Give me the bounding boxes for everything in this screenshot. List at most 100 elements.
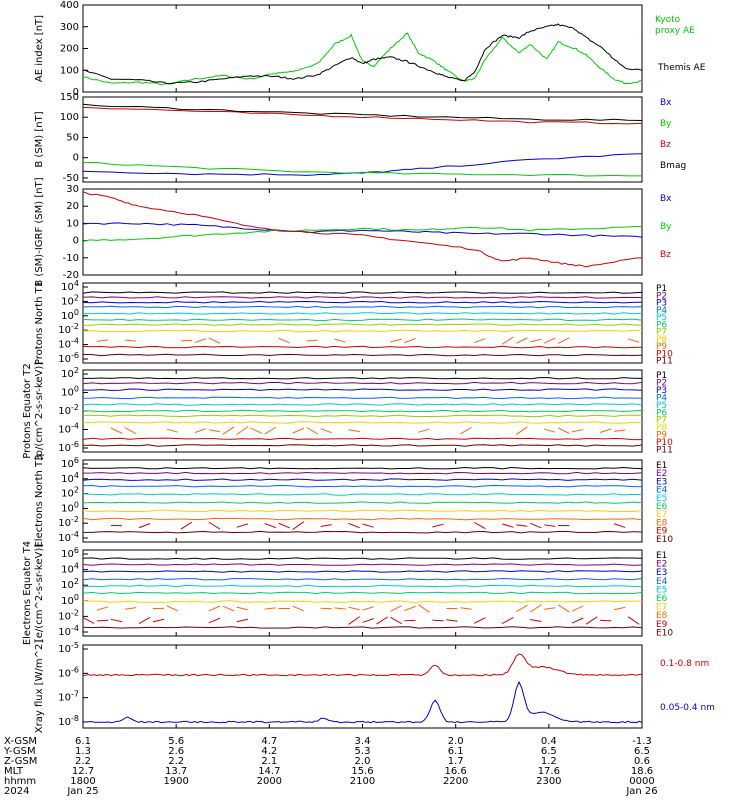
- flux-segment: [390, 338, 402, 343]
- flux-segment: [320, 428, 332, 434]
- flux-channel-2: [82, 471, 643, 475]
- legend-e5: E5: [656, 585, 667, 595]
- legend-blue: 0.05-0.4 nm: [660, 703, 715, 713]
- y-tick-label: 0: [73, 236, 79, 247]
- flux-segment: [474, 338, 486, 344]
- legend-e1: E1: [656, 461, 667, 471]
- flux-channel-11: [82, 353, 643, 357]
- panel-frame-pn: [82, 282, 643, 364]
- eph-value: 16.6: [445, 766, 467, 777]
- flux-segment: [571, 617, 584, 624]
- flux-segment: [138, 616, 151, 625]
- legend-bz: Bz: [660, 140, 671, 150]
- flux-segment: [515, 426, 528, 435]
- y-tick-label: 106: [61, 456, 79, 470]
- flux-segment: [222, 426, 235, 435]
- y-axis-unit: [e/(cm^2-s-sr-keV)]: [34, 544, 45, 642]
- flux-channel-6: [82, 318, 643, 322]
- legend-bx: Bx: [660, 194, 672, 204]
- eph-value: 4.2: [261, 746, 277, 757]
- flux-channel-8: [82, 329, 642, 333]
- flux-segment: [474, 522, 486, 530]
- eph-date-end: Jan 26: [625, 786, 657, 797]
- flux-segment: [180, 521, 193, 530]
- y-tick-label: 102: [61, 577, 79, 591]
- y-axis-label: AE index [nT]: [34, 15, 45, 82]
- flux-segment: [110, 427, 123, 434]
- eph-value: 4.7: [261, 736, 277, 747]
- flux-channel-3: [82, 300, 643, 304]
- legend-p6: P6: [656, 408, 667, 418]
- legend-p1: P1: [656, 284, 667, 294]
- flux-segment: [362, 618, 374, 623]
- flux-segment: [460, 607, 472, 610]
- flux-channel-4: [82, 396, 643, 400]
- flux-segment: [530, 338, 542, 343]
- flux-channel-8: [82, 517, 643, 521]
- flux-channel-2: [82, 563, 643, 566]
- flux-segment: [585, 616, 598, 625]
- legend-e4: E4: [656, 577, 668, 587]
- legend-kyoto: Kyoto: [655, 15, 681, 25]
- y-axis-label: B (SM)-IGRF (SM) [nT]: [34, 177, 45, 286]
- flux-segment: [376, 616, 388, 625]
- legend-e7: E7: [656, 510, 667, 520]
- flux-segment: [515, 604, 528, 613]
- eph-value: 2.0: [448, 736, 464, 747]
- y-tick-label: 10-2: [58, 515, 79, 529]
- y-tick-label: 100: [60, 65, 79, 76]
- legend-bz: Bz: [660, 250, 671, 260]
- flux-segment: [599, 428, 612, 433]
- legend-p8: P8: [656, 335, 667, 345]
- flux-segment: [320, 524, 332, 528]
- flux-channel-1: [82, 466, 643, 470]
- flux-segment: [236, 523, 249, 528]
- panel-frame-xray: [82, 644, 643, 729]
- eph-value: 0.4: [541, 736, 557, 747]
- flux-channel-10: [83, 530, 643, 534]
- legend-e5: E5: [656, 494, 667, 504]
- flux-segment: [348, 429, 360, 433]
- panel-frame-ae: [82, 4, 643, 93]
- y-tick-label: 0: [73, 153, 79, 164]
- flux-segment: [446, 619, 458, 622]
- flux-segment: [404, 337, 416, 344]
- y-tick-label: 50: [66, 132, 79, 143]
- y-tick-label: 100: [60, 112, 79, 123]
- y-tick-label: 10-6: [58, 665, 79, 679]
- series-line-themis-ae: [82, 23, 643, 85]
- flux-channel-3: [83, 388, 643, 391]
- y-axis-label: Electrons Equator T4: [22, 541, 33, 645]
- flux-segment: [516, 337, 528, 344]
- legend-bmag: Bmag: [660, 161, 686, 171]
- eph-value: 3.4: [355, 736, 371, 747]
- flux-channel-4: [82, 305, 643, 309]
- legend-e10: E10: [656, 628, 673, 638]
- y-tick-label: 100: [61, 593, 79, 607]
- flux-segment: [390, 605, 402, 612]
- eph-value: -1.3: [632, 736, 652, 747]
- series-line-bx: [82, 222, 643, 238]
- y-tick-label: 150: [60, 92, 79, 103]
- flux-channel-7: [82, 600, 643, 603]
- flux-channel-5: [82, 403, 643, 406]
- eph-value: 2.2: [168, 756, 184, 767]
- legend-bx: Bx: [660, 98, 672, 108]
- eph-value: 2.6: [168, 746, 184, 757]
- flux-segment: [194, 428, 207, 434]
- legend-p11: P11: [656, 357, 673, 367]
- y-tick-label: 0: [73, 87, 79, 98]
- flux-segment: [348, 616, 360, 625]
- legend-e9: E9: [656, 527, 668, 537]
- y-tick-label: 30: [66, 184, 79, 195]
- y-tick-label: 100: [61, 385, 79, 399]
- flux-segment: [334, 338, 346, 343]
- y-axis-label: Protons North T1: [34, 281, 45, 365]
- legend-p10: P10: [656, 438, 673, 448]
- flux-channel-1: [82, 557, 643, 560]
- legend-p3: P3: [656, 299, 667, 309]
- series-line-by: [82, 161, 642, 177]
- eph-value: 6.5: [634, 746, 650, 757]
- flux-segment: [96, 619, 109, 622]
- eph-value: 1900: [163, 776, 188, 787]
